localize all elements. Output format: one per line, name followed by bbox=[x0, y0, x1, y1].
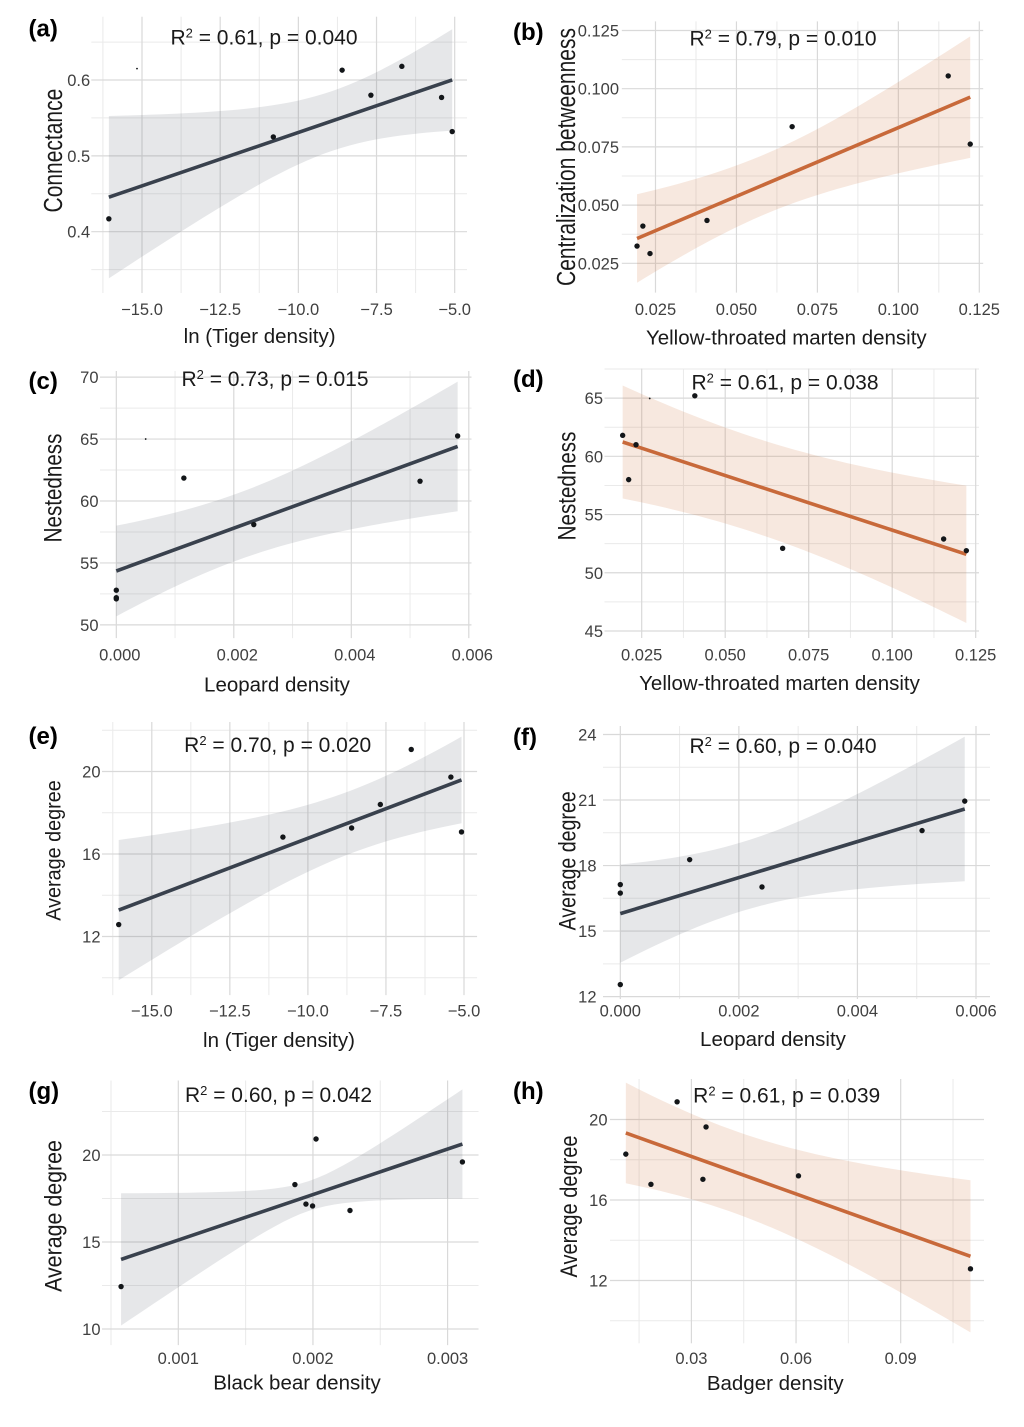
svg-text:16: 16 bbox=[589, 1192, 607, 1210]
svg-text:0.004: 0.004 bbox=[837, 1002, 878, 1020]
svg-text:60: 60 bbox=[80, 493, 98, 511]
svg-text:20: 20 bbox=[82, 1147, 100, 1165]
svg-text:16: 16 bbox=[82, 846, 100, 864]
svg-text:45: 45 bbox=[585, 623, 603, 641]
svg-text:ln (Tiger density): ln (Tiger density) bbox=[184, 325, 336, 348]
svg-text:50: 50 bbox=[80, 617, 98, 635]
svg-text:0.006: 0.006 bbox=[452, 647, 493, 665]
svg-text:(e): (e) bbox=[29, 723, 58, 750]
svg-text:21: 21 bbox=[578, 792, 596, 810]
svg-text:−5.0: −5.0 bbox=[438, 301, 471, 319]
svg-text:55: 55 bbox=[585, 507, 603, 525]
svg-text:Average degree: Average degree bbox=[43, 780, 66, 920]
svg-text:20: 20 bbox=[589, 1112, 607, 1130]
svg-text:0.09: 0.09 bbox=[885, 1350, 917, 1368]
svg-text:Leopard density: Leopard density bbox=[204, 673, 351, 696]
svg-text:55: 55 bbox=[80, 555, 98, 573]
svg-text:R2 = 0.73, p = 0.015: R2 = 0.73, p = 0.015 bbox=[181, 367, 368, 391]
svg-text:0.006: 0.006 bbox=[955, 1002, 996, 1020]
svg-text:0.001: 0.001 bbox=[158, 1350, 199, 1368]
svg-text:10: 10 bbox=[82, 1321, 100, 1339]
svg-text:0.050: 0.050 bbox=[705, 647, 746, 665]
svg-text:0.050: 0.050 bbox=[578, 197, 619, 215]
svg-text:−5.0: −5.0 bbox=[448, 1002, 481, 1020]
svg-text:Nestedness: Nestedness bbox=[553, 432, 581, 541]
svg-text:0.075: 0.075 bbox=[578, 139, 619, 157]
svg-text:0.100: 0.100 bbox=[872, 647, 913, 665]
svg-text:60: 60 bbox=[585, 448, 603, 466]
svg-text:(h): (h) bbox=[513, 1078, 544, 1105]
svg-text:0.125: 0.125 bbox=[959, 301, 1000, 319]
svg-text:24: 24 bbox=[578, 727, 596, 745]
svg-text:−15.0: −15.0 bbox=[131, 1002, 173, 1020]
svg-text:(b): (b) bbox=[513, 19, 544, 46]
svg-text:50: 50 bbox=[585, 565, 603, 583]
svg-text:R2 = 0.60, p = 0.040: R2 = 0.60, p = 0.040 bbox=[689, 734, 876, 758]
svg-text:R2 = 0.61, p = 0.039: R2 = 0.61, p = 0.039 bbox=[693, 1084, 880, 1108]
svg-text:0.075: 0.075 bbox=[797, 301, 838, 319]
svg-text:Black bear density: Black bear density bbox=[213, 1372, 381, 1395]
svg-text:18: 18 bbox=[578, 858, 596, 876]
svg-text:0.025: 0.025 bbox=[621, 647, 662, 665]
svg-text:15: 15 bbox=[578, 923, 596, 941]
svg-text:R2 = 0.70, p = 0.020: R2 = 0.70, p = 0.020 bbox=[184, 733, 371, 757]
svg-text:−12.5: −12.5 bbox=[209, 1002, 251, 1020]
svg-text:12: 12 bbox=[589, 1273, 607, 1291]
svg-text:Centralization betweenness: Centralization betweenness bbox=[553, 28, 582, 286]
svg-text:0.002: 0.002 bbox=[718, 1002, 759, 1020]
svg-text:0.125: 0.125 bbox=[578, 23, 619, 41]
svg-text:0.100: 0.100 bbox=[578, 81, 619, 99]
svg-text:0.03: 0.03 bbox=[675, 1350, 707, 1368]
svg-text:−12.5: −12.5 bbox=[199, 301, 241, 319]
svg-text:Average degree: Average degree bbox=[39, 1140, 66, 1292]
svg-text:12: 12 bbox=[578, 989, 596, 1007]
svg-text:(a): (a) bbox=[29, 16, 58, 43]
svg-text:0.4: 0.4 bbox=[67, 224, 90, 242]
svg-text:−7.5: −7.5 bbox=[360, 301, 393, 319]
svg-text:R2 = 0.61, p = 0.038: R2 = 0.61, p = 0.038 bbox=[691, 371, 878, 395]
svg-text:(d): (d) bbox=[513, 366, 544, 393]
svg-text:20: 20 bbox=[82, 764, 100, 782]
svg-text:0.100: 0.100 bbox=[878, 301, 919, 319]
svg-text:ln (Tiger density): ln (Tiger density) bbox=[203, 1029, 355, 1052]
svg-text:0.050: 0.050 bbox=[716, 301, 757, 319]
svg-text:R2 = 0.79, p = 0.010: R2 = 0.79, p = 0.010 bbox=[689, 27, 876, 51]
svg-text:(f): (f) bbox=[513, 724, 537, 751]
svg-text:Average degree: Average degree bbox=[554, 791, 581, 930]
svg-text:Yellow-throated marten density: Yellow-throated marten density bbox=[646, 327, 927, 350]
svg-text:0.6: 0.6 bbox=[67, 72, 90, 90]
svg-text:0.025: 0.025 bbox=[635, 301, 676, 319]
svg-text:0.002: 0.002 bbox=[292, 1350, 333, 1368]
svg-text:12: 12 bbox=[82, 929, 100, 947]
svg-text:Leopard density: Leopard density bbox=[700, 1028, 847, 1051]
svg-text:15: 15 bbox=[82, 1234, 100, 1252]
svg-text:−10.0: −10.0 bbox=[277, 301, 319, 319]
svg-text:Average degree: Average degree bbox=[555, 1136, 582, 1278]
svg-text:−7.5: −7.5 bbox=[370, 1002, 403, 1020]
svg-text:(c): (c) bbox=[29, 368, 58, 395]
svg-text:0.125: 0.125 bbox=[955, 647, 996, 665]
svg-text:0.000: 0.000 bbox=[600, 1002, 641, 1020]
svg-text:Badger density: Badger density bbox=[707, 1372, 845, 1395]
svg-text:0.06: 0.06 bbox=[780, 1350, 812, 1368]
svg-text:0.002: 0.002 bbox=[217, 647, 258, 665]
svg-text:−10.0: −10.0 bbox=[287, 1002, 329, 1020]
svg-text:0.5: 0.5 bbox=[67, 148, 90, 166]
svg-text:65: 65 bbox=[80, 431, 98, 449]
svg-text:0.000: 0.000 bbox=[99, 647, 140, 665]
svg-text:R2 = 0.60, p = 0.042: R2 = 0.60, p = 0.042 bbox=[185, 1083, 372, 1107]
svg-text:70: 70 bbox=[80, 369, 98, 387]
svg-text:−15.0: −15.0 bbox=[121, 301, 163, 319]
svg-text:Nestedness: Nestedness bbox=[39, 434, 67, 543]
svg-text:Connectance: Connectance bbox=[40, 89, 69, 213]
svg-text:R2 = 0.61, p = 0.040: R2 = 0.61, p = 0.040 bbox=[170, 26, 357, 50]
svg-text:0.003: 0.003 bbox=[427, 1350, 468, 1368]
svg-text:0.025: 0.025 bbox=[578, 255, 619, 273]
svg-text:65: 65 bbox=[585, 390, 603, 408]
svg-text:0.075: 0.075 bbox=[788, 647, 829, 665]
svg-text:(g): (g) bbox=[29, 1078, 60, 1105]
svg-text:0.004: 0.004 bbox=[334, 647, 375, 665]
svg-text:Yellow-throated marten density: Yellow-throated marten density bbox=[639, 672, 920, 695]
